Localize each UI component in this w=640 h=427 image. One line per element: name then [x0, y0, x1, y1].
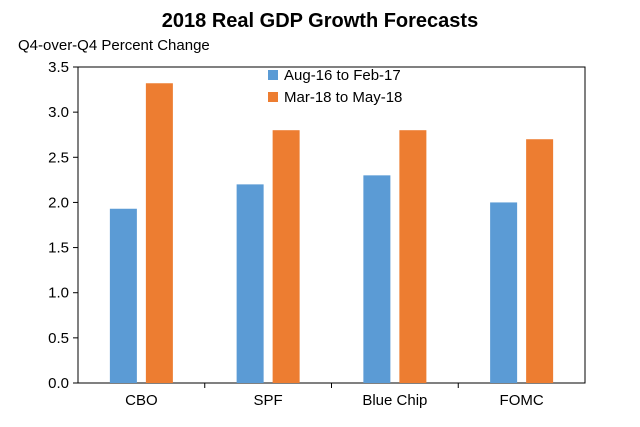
- bar: [145, 83, 173, 383]
- y-tick-label: 1.0: [48, 285, 69, 302]
- bar: [490, 202, 518, 383]
- x-category-label: FOMC: [500, 392, 544, 409]
- legend-swatch: [268, 92, 278, 102]
- bar: [236, 184, 264, 383]
- y-tick-label: 3.5: [48, 59, 69, 76]
- y-tick-label: 0.5: [48, 330, 69, 347]
- legend-swatch: [268, 70, 278, 80]
- bar: [363, 175, 391, 383]
- x-category-label: Blue Chip: [362, 392, 427, 409]
- y-tick-label: 2.5: [48, 149, 69, 166]
- bar: [109, 208, 137, 383]
- legend-label: Mar-18 to May-18: [284, 89, 402, 106]
- y-tick-label: 1.5: [48, 240, 69, 257]
- legend: Aug-16 to Feb-17 Mar-18 to May-18: [268, 67, 402, 106]
- y-tick-label: 2.0: [48, 194, 69, 211]
- x-category-label: CBO: [125, 392, 158, 409]
- bars: [109, 83, 554, 383]
- bar: [399, 130, 427, 383]
- y-tick-label: 0.0: [48, 375, 69, 392]
- axes: 0.0 0.5 1.0 1.5 2.0 2.5 3.0 3.5 CBO SPF Blue Chip F…: [48, 59, 586, 409]
- x-category-label: SPF: [254, 392, 283, 409]
- chart-title: 2018 Real GDP Growth Forecasts: [161, 10, 479, 32]
- y-axis-label: Q4-over-Q4 Percent Change: [18, 37, 210, 54]
- legend-label: Aug-16 to Feb-17: [284, 67, 401, 84]
- y-tick-label: 3.0: [48, 104, 69, 121]
- bar: [526, 139, 554, 383]
- bar: [272, 130, 300, 383]
